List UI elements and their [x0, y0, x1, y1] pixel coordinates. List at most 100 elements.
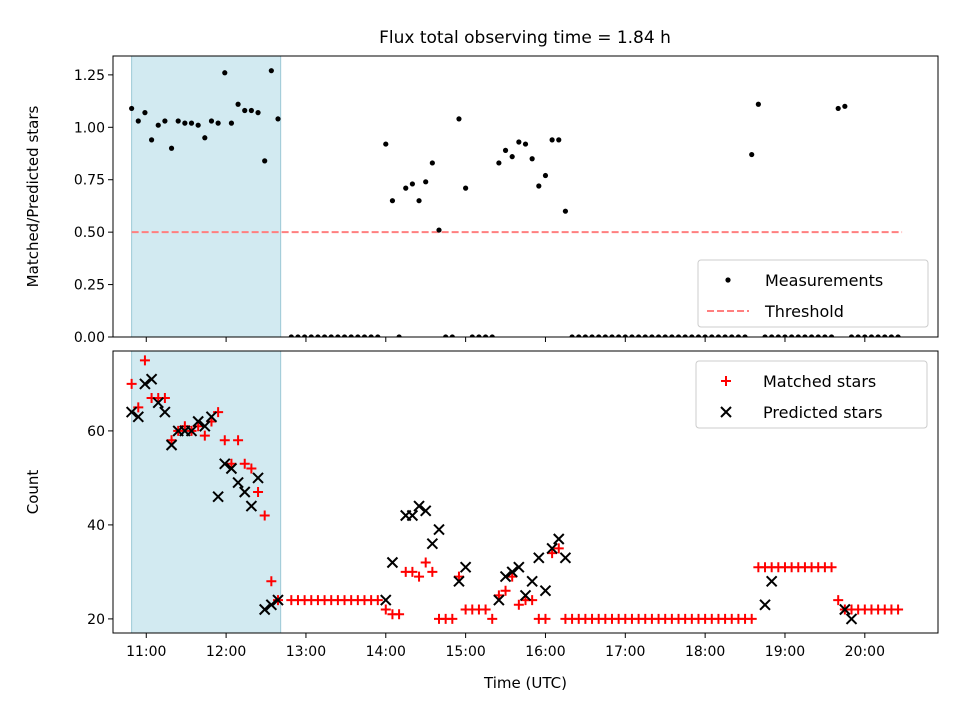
x-tick-label: 11:00	[126, 644, 166, 660]
measurements-point	[629, 334, 635, 337]
predicted-stars-point	[506, 566, 518, 578]
measurements-point	[749, 151, 755, 158]
measurements-point	[689, 334, 695, 337]
measurements-point	[529, 156, 535, 162]
measurements-point	[202, 135, 208, 141]
measurements-point	[268, 68, 274, 74]
measurements-point	[882, 334, 888, 337]
predicted-stars-point	[225, 462, 238, 475]
x-tick-label: 19:00	[765, 644, 805, 660]
y-tick-label: 1.00	[74, 120, 105, 136]
measurements-point	[602, 334, 608, 337]
measurements-point	[456, 116, 462, 122]
predicted-stars-point	[380, 594, 392, 606]
measurements-point	[416, 198, 422, 204]
predicted-stars-point	[239, 486, 251, 498]
predicted-stars-point	[232, 476, 244, 489]
matched-stars-point	[893, 604, 904, 615]
matched-stars-point	[139, 355, 150, 366]
measurements-point	[808, 334, 815, 337]
measurements-point	[735, 334, 742, 337]
measurements-point	[335, 334, 341, 337]
measurements-point	[502, 147, 509, 153]
measurements-point	[662, 334, 668, 337]
predicted-stars-point	[185, 425, 198, 437]
predicted-stars-point	[205, 411, 218, 423]
measurements-point	[762, 334, 768, 337]
matched-stars-point	[253, 487, 264, 497]
measurements-point	[396, 334, 402, 337]
measurements-point	[135, 118, 141, 124]
predicted-stars-point	[539, 584, 552, 597]
measurements-point	[463, 185, 469, 191]
x-tick-label: 14:00	[366, 644, 406, 660]
legend-label: Matched stars	[763, 372, 876, 391]
y-tick-label: 60	[87, 424, 105, 440]
measurements-point	[709, 334, 715, 337]
matched-stars-point	[219, 435, 230, 446]
measurements-point	[476, 334, 482, 337]
count-panel: 20 40 60 11:00 12:00 13:00 14:00 15:00 16:00 17:0…	[24, 350, 939, 692]
matched-stars-point	[246, 463, 257, 474]
measurements-point	[275, 116, 281, 122]
matched-stars-point	[420, 557, 431, 568]
measurements-point	[469, 334, 475, 337]
measurements-point	[722, 334, 728, 337]
matched-stars-point	[233, 435, 244, 446]
measurements-point	[609, 334, 615, 337]
measurements-point	[375, 334, 381, 337]
predicted-stars-point	[513, 561, 525, 573]
measurements-point	[596, 334, 602, 337]
x-tick-label: 15:00	[445, 644, 485, 660]
predicted-stars-point	[265, 599, 278, 611]
y-tick-label: 0.50	[74, 225, 105, 241]
measurements-point	[148, 137, 155, 143]
y-tick-label: 20	[87, 612, 105, 628]
measurements-point	[288, 334, 294, 337]
matched-stars-point	[372, 595, 383, 606]
measurements-point	[875, 334, 881, 337]
predicted-stars-point	[159, 406, 171, 418]
measurements-point	[361, 334, 368, 337]
measurements-point	[328, 334, 334, 337]
x-tick-label: 20:00	[845, 644, 885, 660]
matched-stars-point	[513, 599, 524, 610]
measurements-point	[675, 334, 682, 337]
measurements-point	[175, 118, 181, 124]
measurements-point	[348, 334, 354, 337]
measurements-point	[235, 101, 241, 107]
legend-box	[697, 259, 929, 328]
data-points	[125, 355, 904, 625]
measurements-point	[188, 120, 195, 126]
measurements-point	[403, 185, 409, 191]
measurements-point	[429, 160, 435, 166]
predicted-stars-point	[419, 505, 432, 517]
measurements-point	[155, 122, 161, 128]
matched-stars-point	[826, 562, 837, 573]
y-tick-label: 0.25	[74, 278, 105, 294]
ratio-panel: 0.00 0.25 0.50 0.75 1.00 1.25 Matched/Predicte…	[24, 55, 939, 346]
measurements-point	[182, 120, 188, 126]
measurements-point	[642, 334, 648, 337]
predicted-stars-point	[759, 599, 771, 611]
measurements-point	[195, 122, 201, 128]
measurements-point	[576, 334, 582, 337]
measurements-point	[769, 334, 775, 337]
measurements-point	[222, 70, 228, 76]
measurements-point	[782, 334, 788, 337]
x-tick-label: 18:00	[685, 644, 725, 660]
predicted-stars-point	[765, 575, 778, 588]
measurements-point	[549, 137, 555, 143]
measurements-point	[315, 334, 321, 337]
measurements-point	[295, 334, 301, 337]
measurements-point	[862, 334, 868, 337]
predicted-stars-point	[526, 575, 538, 588]
matched-stars-point	[833, 595, 844, 606]
predicted-stars-point	[553, 533, 565, 545]
measurements-point	[142, 110, 148, 116]
predicted-stars-point	[426, 537, 439, 550]
legend: Measurements Threshold	[697, 259, 929, 328]
measurements-point	[383, 141, 389, 147]
measurements-point	[888, 334, 895, 337]
predicted-stars-point	[546, 542, 558, 555]
